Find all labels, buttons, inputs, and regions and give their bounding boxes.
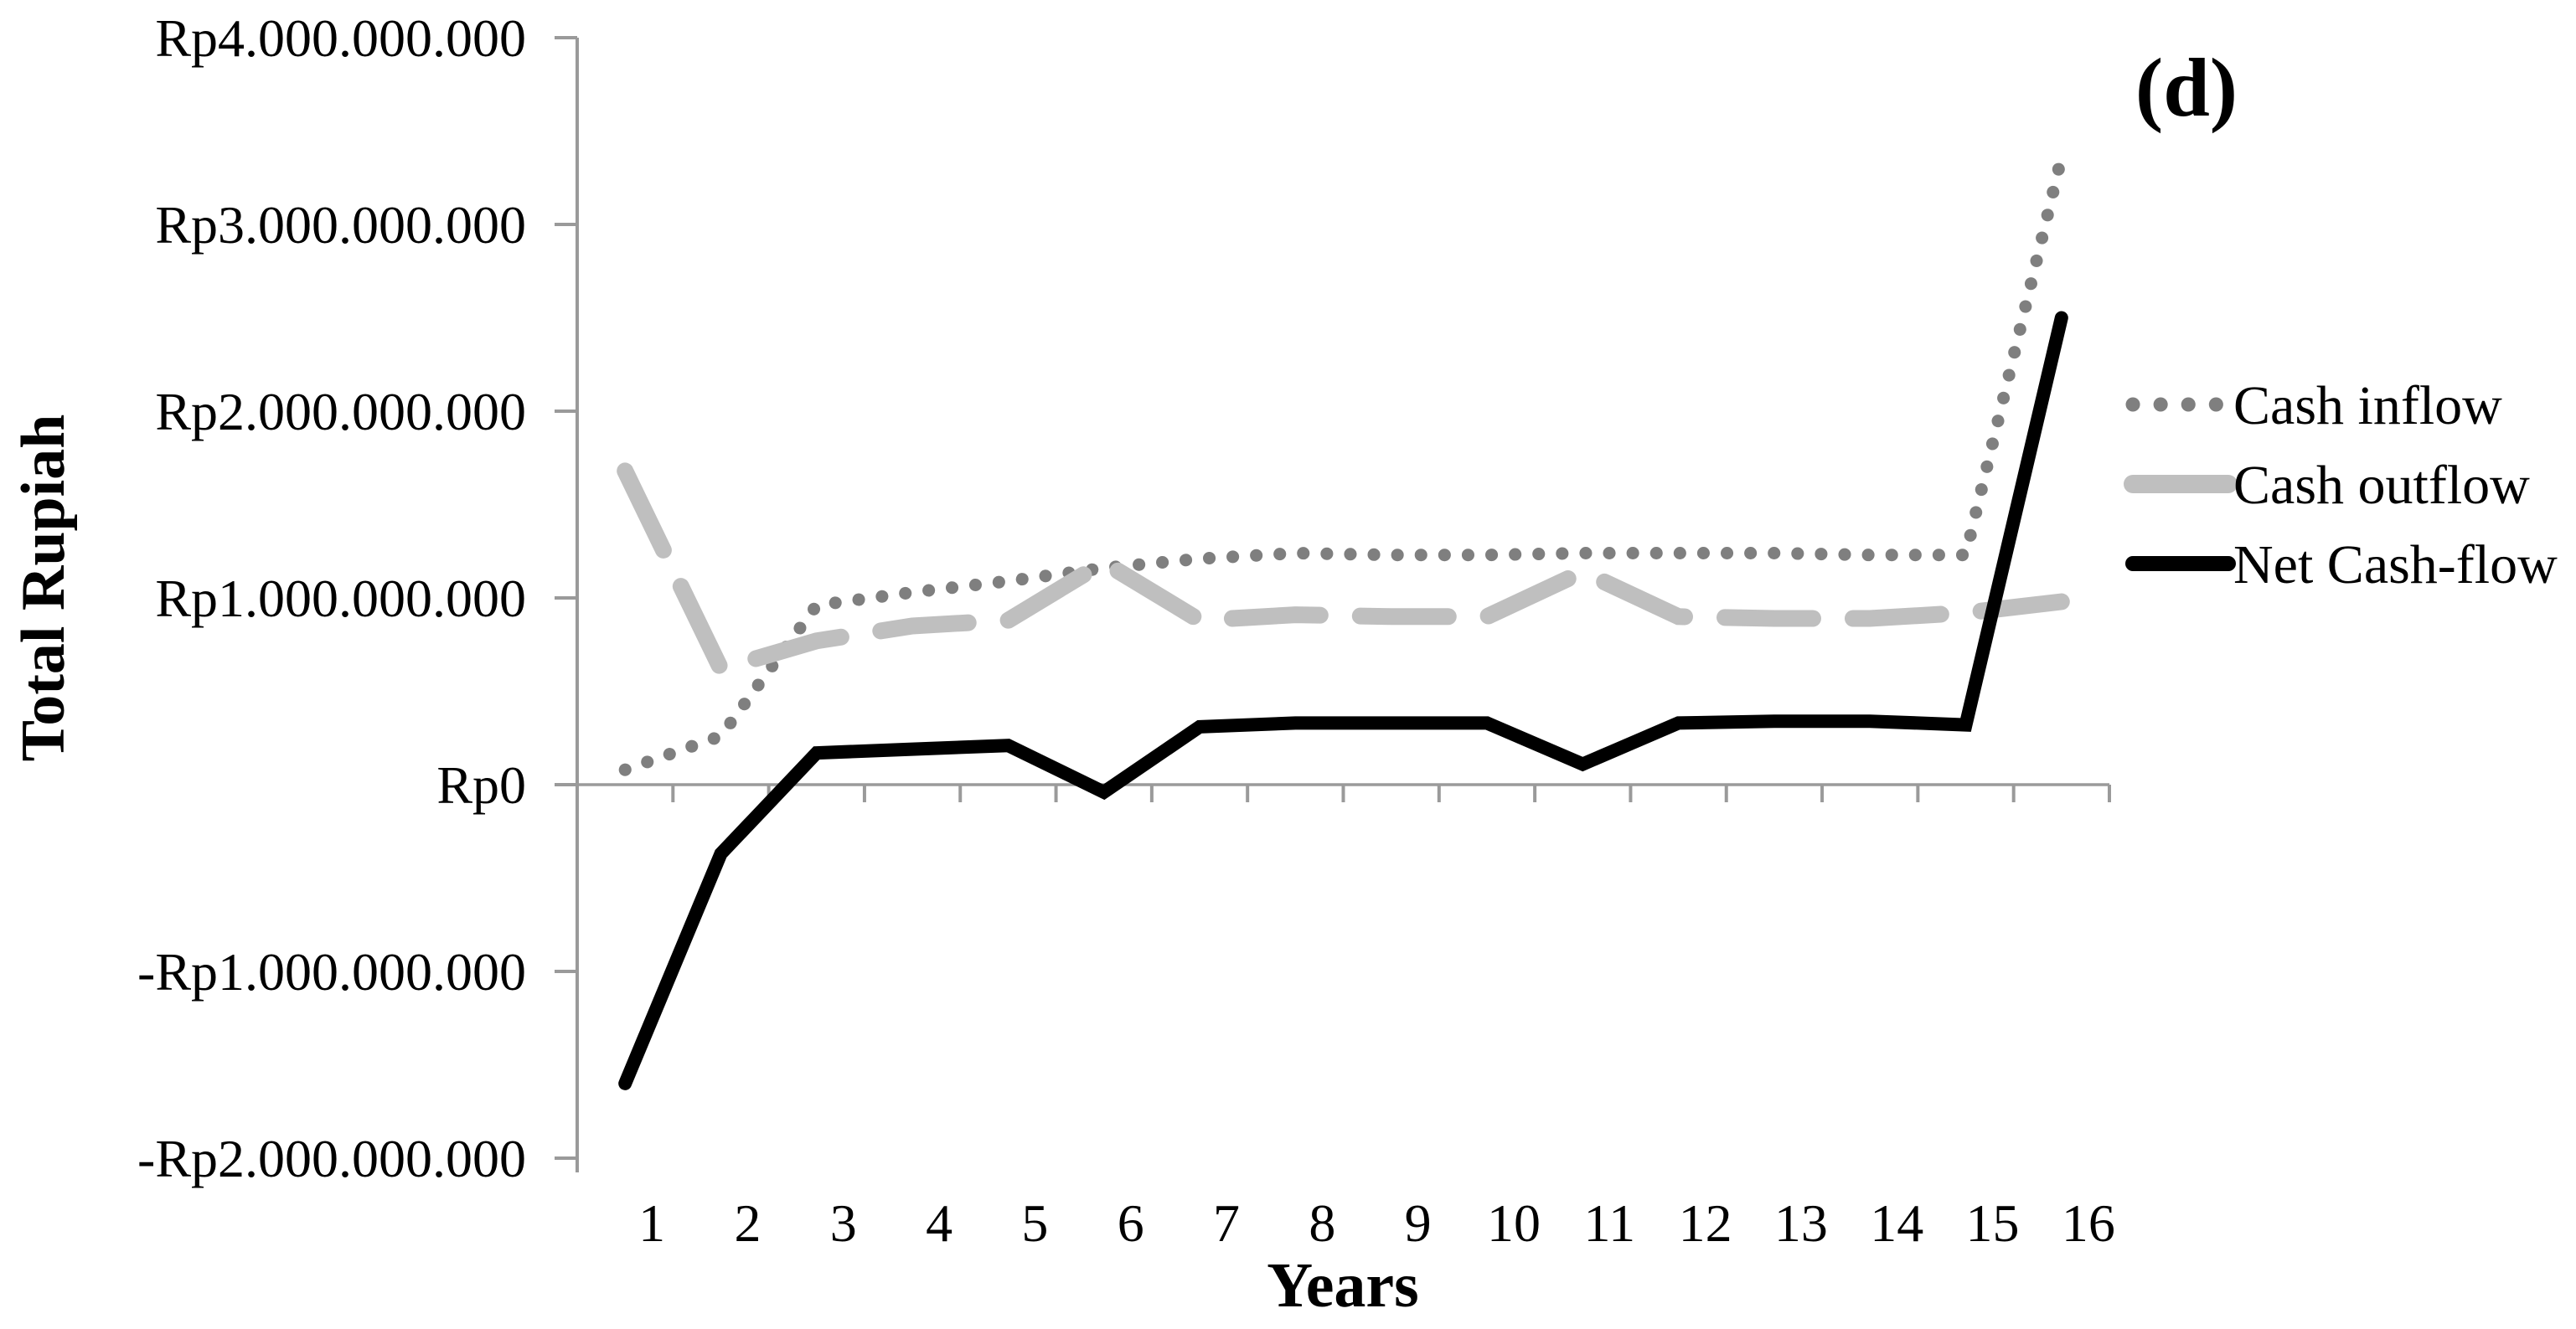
legend-label: Cash inflow [2233,375,2502,436]
x-tick-label: 13 [1774,1193,1828,1253]
x-tick-label: 3 [830,1193,857,1253]
x-tick-labels: 1 2 3 4 5 6 7 8 9 10 11 12 13 14 15 16 [638,1193,2115,1253]
series-line-cash-outflow [617,462,2070,679]
x-tick-label: 11 [1583,1193,1635,1253]
y-tick-labels: Rp4.000.000.000 Rp3.000.000.000 Rp2.000.00… [137,8,526,1188]
y-tick-label: Rp1.000.000.000 [155,569,526,628]
x-tick-label: 12 [1679,1193,1732,1253]
x-tick-label: 7 [1213,1193,1240,1253]
legend: Cash inflow Cash outflow Net Cash-flow [2124,375,2558,595]
series-line-net-cash-flow [618,311,2068,1090]
x-tick-label: 10 [1487,1193,1541,1253]
y-tick-label: Rp0 [436,755,526,815]
x-tick-label: 8 [1309,1193,1335,1253]
x-tick-label: 5 [1021,1193,1048,1253]
x-tick-label: 2 [734,1193,761,1253]
y-tick-label: -Rp1.000.000.000 [137,942,526,1002]
series-line-cash-inflow [618,151,2068,776]
x-tick-label: 6 [1118,1193,1144,1253]
panel-label: (d) [2135,41,2238,134]
y-tick-label: Rp3.000.000.000 [155,195,526,255]
x-tick-label: 16 [2062,1193,2115,1253]
x-tick-label: 9 [1405,1193,1432,1253]
y-axis-title: Total Rupiah [9,415,78,762]
y-tick-label: Rp2.000.000.000 [155,382,526,441]
x-axis-title: Years [1267,1250,1419,1321]
x-tick-label: 15 [1966,1193,2020,1253]
series-layer [617,151,2070,1090]
axes-layer [555,36,2111,1172]
legend-label: Cash outflow [2233,455,2530,516]
x-tick-label: 1 [638,1193,665,1253]
legend-label: Net Cash-flow [2233,534,2558,595]
x-tick-label: 4 [926,1193,952,1253]
y-tick-label: Rp4.000.000.000 [155,8,526,68]
x-tick-label: 14 [1870,1193,1923,1253]
y-tick-label: -Rp2.000.000.000 [137,1129,526,1188]
